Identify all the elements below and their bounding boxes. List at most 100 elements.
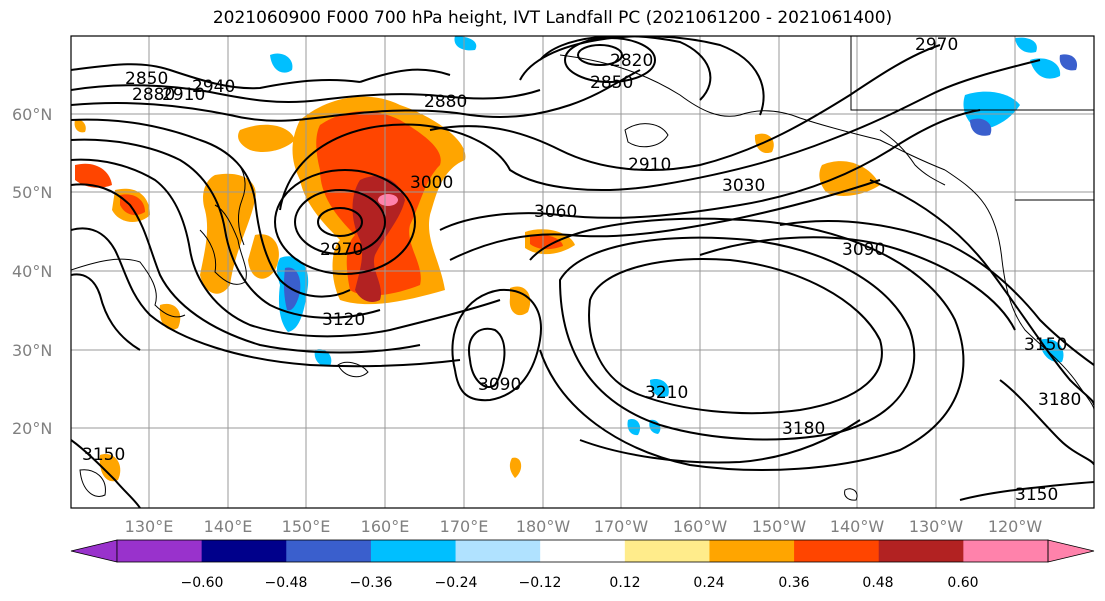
colorbar-segment <box>455 540 541 562</box>
height-contour <box>451 288 542 402</box>
contour-label: 2880 <box>132 85 175 105</box>
ivt-positive-region <box>99 454 121 482</box>
ivt-negative-region <box>970 118 992 136</box>
colorbar-tick-label: −0.36 <box>350 575 393 591</box>
height-contour <box>999 379 1094 466</box>
height-contour <box>558 236 916 441</box>
height-contour <box>71 439 141 508</box>
latitude-labels: 60°N 50°N 40°N 30°N 20°N <box>12 105 52 438</box>
height-contours <box>71 36 1094 508</box>
coastline-north-america <box>944 169 1094 411</box>
ivt-negative-region <box>454 36 477 51</box>
contour-label: 2940 <box>192 77 235 97</box>
height-contour <box>279 59 1041 211</box>
ivt-positive-region <box>509 286 531 316</box>
ivt-positive-region <box>159 303 181 330</box>
contour-label: 3090 <box>842 240 885 260</box>
contour-label: 3150 <box>1024 335 1067 355</box>
coastline-sakhalin <box>234 159 246 246</box>
lon-label: 160°W <box>673 517 728 536</box>
colorbar-extend-max <box>1047 539 1095 563</box>
colorbar-segment <box>624 540 710 562</box>
height-contour <box>71 138 381 319</box>
ivt-negative-region <box>1030 58 1061 79</box>
lon-label: 120°W <box>988 517 1043 536</box>
height-contour <box>779 220 1094 366</box>
colorbar-segment <box>201 540 287 562</box>
height-contour <box>71 183 421 354</box>
contour-label: 2970 <box>320 240 363 260</box>
colorbar-segment <box>963 540 1049 562</box>
ivt-negative-region <box>1040 338 1064 363</box>
ivt-positive-region <box>509 457 522 478</box>
ivt-positive-region <box>238 124 295 152</box>
colorbar-extend-min <box>70 539 118 563</box>
coastline-island <box>844 488 858 501</box>
height-contour <box>274 169 416 275</box>
contour-label: 2910 <box>628 155 671 175</box>
height-contour <box>317 207 363 237</box>
contour-label: 3120 <box>322 310 365 330</box>
ivt-positive-region <box>120 194 145 216</box>
graticule <box>71 36 1094 508</box>
colorbar <box>70 539 1095 563</box>
map-title: 2021060900 F000 700 hPa height, IVT Land… <box>212 8 893 28</box>
lon-label: 150°E <box>282 517 331 536</box>
ivt-negative-region <box>1015 37 1037 53</box>
ivt-positive-region <box>530 234 563 250</box>
height-contour <box>71 227 461 368</box>
ivt-negative-region <box>627 419 641 436</box>
colorbar-segment <box>878 540 964 562</box>
height-contour <box>71 69 641 122</box>
contour-label: 3180 <box>1038 390 1081 410</box>
contour-label: 2850 <box>125 69 168 89</box>
contour-label: 2820 <box>610 51 653 71</box>
lon-label: 160°E <box>361 517 410 536</box>
contour-label: 2910 <box>162 85 205 105</box>
contour-label: 2970 <box>915 35 958 55</box>
height-contour <box>294 189 386 255</box>
colorbar-tick-label: 0.60 <box>947 575 978 591</box>
colorbar-tick-label: −0.12 <box>519 575 562 591</box>
colorbar-tick-label: −0.24 <box>435 575 478 591</box>
height-contour <box>449 179 881 261</box>
height-contour <box>588 258 883 415</box>
contour-labels: 2850 2880 2910 2940 2880 2820 2850 2910 … <box>82 35 1081 505</box>
height-contour <box>71 84 541 104</box>
height-contour <box>71 63 361 90</box>
lon-label: 170°W <box>594 517 649 536</box>
colorbar-tick-label: 0.36 <box>778 575 809 591</box>
ivt-positive-region <box>378 194 398 206</box>
colorbar-border <box>116 539 1049 563</box>
lon-label: 130°W <box>909 517 964 536</box>
colorbar-tick-label: −0.48 <box>265 575 308 591</box>
height-contour <box>699 236 1016 331</box>
lat-label: 40°N <box>12 262 52 281</box>
contour-label: 2880 <box>424 92 467 112</box>
lon-label: 140°E <box>204 517 253 536</box>
ivt-positive-region <box>74 119 86 133</box>
map-background <box>71 36 1094 508</box>
ivt-positive-region <box>75 163 112 188</box>
colorbar-segment <box>709 540 795 562</box>
lon-label: 170°E <box>440 517 489 536</box>
contour-label: 3150 <box>82 445 125 465</box>
longitude-labels: 130°E 140°E 150°E 160°E 170°E 180°W 170°… <box>125 517 1043 536</box>
contour-label: 3030 <box>722 176 765 196</box>
contour-label: 3090 <box>478 375 521 395</box>
contour-label: 2850 <box>590 73 633 93</box>
ivt-negative-region <box>650 379 669 398</box>
contour-label: 3060 <box>534 202 577 222</box>
height-contour <box>71 273 141 351</box>
colorbar-tick-label: 0.12 <box>609 575 640 591</box>
height-contour <box>869 179 1094 406</box>
lon-label: 150°W <box>752 517 807 536</box>
colorbar-segment <box>286 540 372 562</box>
height-contour <box>359 68 451 83</box>
height-contour <box>71 118 351 298</box>
lon-label: 130°E <box>125 517 174 536</box>
ivt-negative-region <box>314 349 332 367</box>
colorbar-tick-label: −0.60 <box>181 575 224 591</box>
ivt-shading <box>74 36 1078 482</box>
